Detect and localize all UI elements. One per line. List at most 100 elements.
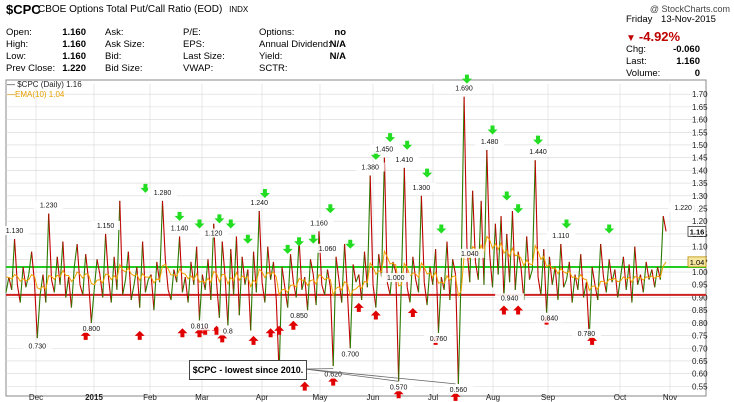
price-segment	[463, 96, 468, 247]
price-segment	[659, 216, 664, 280]
up-arrow-icon	[587, 335, 598, 345]
price-segment	[440, 276, 445, 290]
price-segment	[511, 211, 516, 290]
price-segment	[130, 284, 135, 301]
price-segment	[454, 274, 459, 384]
options-value: no	[334, 27, 346, 38]
price-segment	[372, 284, 377, 308]
price-segment	[344, 244, 348, 293]
prev-close-label: Prev Close:	[6, 63, 56, 74]
down-arrow-icon	[487, 125, 498, 135]
down-arrow-icon	[436, 224, 447, 234]
price-segment	[423, 282, 428, 306]
price-segment	[196, 246, 201, 321]
prev-close-value: 1.220	[62, 63, 86, 74]
y-tick-label: 1.30	[692, 192, 708, 201]
y-tick-label: 0.95	[692, 281, 708, 290]
value-label-bg	[244, 198, 274, 208]
price-segment	[346, 292, 351, 349]
price-segment	[642, 261, 647, 293]
price-segment	[122, 279, 127, 296]
x-tick-label: May	[312, 393, 327, 402]
value-label: 0.700	[342, 351, 360, 358]
value-label: 1.230	[40, 203, 58, 210]
value-label: 0.940	[501, 295, 519, 302]
down-arrow-icon	[385, 133, 396, 143]
price-segment	[483, 150, 488, 285]
price-segment	[198, 274, 203, 321]
price-segment	[517, 251, 522, 268]
low-label: Low:	[6, 51, 27, 62]
y-tick-label: 1.40	[692, 166, 708, 175]
up-arrow-icon	[211, 325, 222, 335]
chg-row: Chg: -0.060	[626, 44, 706, 55]
price-segment	[460, 96, 465, 270]
up-arrow-icon	[80, 330, 91, 340]
summary-box: Friday 13-Nov-2015 ▼ -4.92% Chg: -0.060 L…	[622, 14, 716, 80]
price-segment	[489, 254, 494, 288]
value-label: 1.380	[361, 164, 379, 171]
value-label-bg	[355, 162, 385, 172]
price-segment	[420, 195, 425, 283]
ema-line	[5, 235, 667, 298]
y-tick-label: 1.55	[692, 128, 708, 137]
price-segment	[648, 269, 653, 280]
up-arrow-icon	[194, 328, 205, 338]
yield-value: N/A	[329, 51, 346, 62]
value-label-bg	[335, 349, 365, 359]
price-segment	[631, 246, 636, 303]
value-label-bg	[318, 369, 348, 379]
y-tick-label: 0.80	[692, 319, 708, 328]
price-segment	[480, 200, 485, 285]
down-arrow-icon	[174, 211, 185, 221]
price-segment	[218, 241, 223, 318]
price-segment	[585, 282, 590, 339]
price-segment	[85, 254, 90, 280]
legend-ema-text: EMA(10) 1.04	[15, 90, 65, 99]
price-segment	[48, 213, 53, 280]
price-segment	[82, 254, 87, 295]
price-segment	[409, 256, 414, 303]
price-segment	[349, 264, 354, 349]
price-segment	[42, 274, 47, 303]
price-segment	[99, 274, 104, 298]
price-segment	[238, 256, 243, 316]
price-segment	[272, 261, 277, 301]
price-segment	[580, 254, 585, 298]
price-segment	[537, 277, 542, 295]
value-label: 1.160	[310, 220, 328, 227]
x-tick-label: Sep	[541, 393, 556, 402]
up-arrow-icon	[299, 381, 310, 391]
legend-series-text: $CPC (Daily) 1.16	[17, 80, 82, 89]
high-label: High:	[6, 39, 29, 50]
price-segment	[304, 277, 309, 311]
value-label: 1.480	[481, 139, 499, 146]
price-segment	[560, 244, 565, 288]
options-label: Options:	[259, 27, 295, 38]
value-label-bg	[184, 321, 214, 331]
eps-label: EPS:	[183, 39, 205, 50]
price-segment	[179, 236, 183, 293]
value-label-bg	[495, 293, 525, 303]
price-segment	[181, 277, 186, 293]
price-segment	[62, 241, 67, 298]
price-segment	[113, 256, 118, 290]
price-segment	[571, 274, 576, 303]
price-segment	[651, 269, 656, 288]
y-tick-label: 1.25	[692, 205, 708, 214]
x-tick-label: Aug	[486, 393, 500, 402]
price-segment	[398, 277, 403, 382]
y-axis: 0.55 0.60 0.65 0.70 0.75 0.80 0.85 0.90 0.95 1.00…	[692, 90, 708, 391]
up-arrow-icon	[353, 302, 364, 312]
value-label: 0.810	[191, 323, 209, 330]
price-segment	[19, 266, 24, 303]
down-arrow-icon	[325, 204, 336, 214]
price-segment	[87, 279, 92, 323]
price-segment	[107, 277, 112, 303]
price-segment	[187, 261, 192, 303]
y-tick-label: 1.35	[692, 179, 708, 188]
price-segment	[204, 259, 209, 290]
y-tick-label: 0.75	[692, 332, 708, 341]
y-tick-label: 1.20	[692, 217, 708, 226]
y-tick-label: 0.85	[692, 306, 708, 315]
